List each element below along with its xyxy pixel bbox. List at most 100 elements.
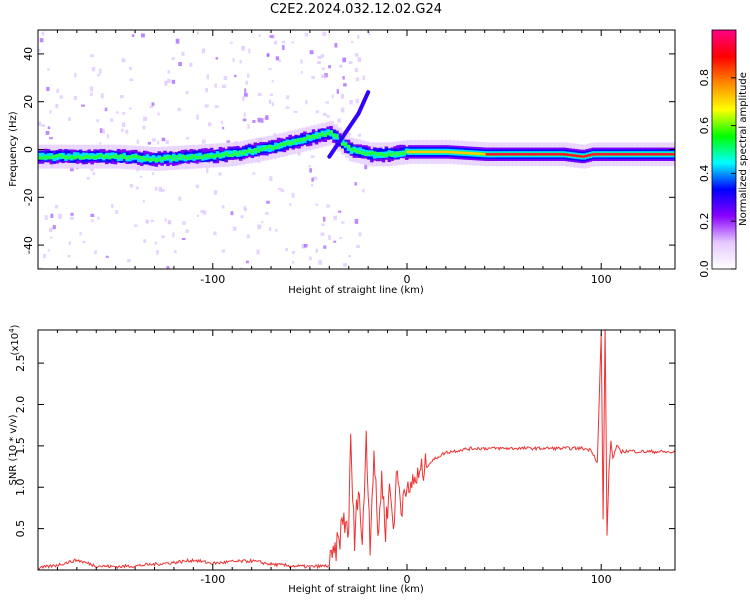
spectrogram-y-tick-label: 20 [22, 95, 35, 109]
spectrogram-ridge-cell [253, 147, 258, 152]
spectrogram-noise-speck [196, 114, 199, 120]
spectrogram-ridge-cell [145, 157, 150, 162]
spectrogram-ridge-cell [329, 130, 333, 134]
snr-y-tick-label: 1.0 [14, 478, 27, 496]
spectrogram-noise-speck [317, 56, 322, 60]
spectrogram-noise-speck [68, 241, 71, 246]
snr-series-line [38, 330, 675, 570]
spectrogram-ridge-cell [174, 155, 179, 162]
spectrogram-core-cell [648, 153, 653, 156]
spectrogram-noise-speck [38, 48, 41, 52]
spectrogram-ridge-cell [247, 149, 252, 153]
spectrogram-noise-speck [269, 176, 273, 182]
spectrogram-noise-speck [331, 94, 334, 99]
spectrogram-noise-speck [222, 126, 225, 130]
spectrogram-branch-segment [356, 90, 371, 116]
spectrogram-core-cell [642, 153, 647, 156]
spectrogram-noise-speck [129, 184, 134, 188]
spectrogram-noise-speck [206, 74, 209, 80]
spectrogram-core-cell [654, 153, 659, 156]
spectrogram-noise-speck [120, 128, 124, 132]
spectrogram-ridge-cell [265, 145, 269, 149]
spectrogram-ridge-cell [49, 156, 54, 160]
spectrogram-ridge-cell [375, 152, 380, 157]
spectrogram-core-cell [543, 153, 548, 156]
spectrogram-ridge-cell [93, 155, 97, 159]
spectrogram-noise-speck [252, 172, 256, 175]
spectrogram-noise-speck [340, 107, 345, 113]
spectrogram-ridge-cell [105, 154, 109, 159]
snr-marks [38, 330, 675, 570]
spectrogram-core-cell [506, 153, 510, 156]
spectrogram-ridge-cell [192, 154, 196, 158]
spectrogram-ridge-cell [198, 156, 202, 160]
spectrogram-noise-speck [160, 188, 165, 192]
spectrogram-noise-speck [185, 229, 189, 233]
spectrogram-core-cell [675, 153, 679, 155]
spectrogram-ridge-cell [230, 150, 234, 157]
spectrogram-core-cell [561, 153, 565, 156]
spectrogram-ridge-cell [137, 155, 141, 163]
spectrogram-noise-speck [291, 192, 295, 198]
spectrogram-ridge-cell [90, 155, 94, 160]
spectrogram-noise-speck [322, 31, 327, 37]
spectrogram-branch-segment [346, 111, 361, 130]
spectrogram-core-cell [479, 152, 484, 156]
spectrogram-noise-speck [326, 204, 330, 208]
spectrogram-noise-speck [56, 88, 60, 93]
spectrogram-ridge-cell [346, 144, 351, 149]
spectrogram-noise-speck [140, 33, 145, 38]
spectrogram-ridge-cell [323, 133, 327, 137]
spectrogram-noise-speck [156, 250, 159, 255]
spectrogram-ridge-cell [303, 137, 307, 141]
spectrogram-ridge-cell [402, 151, 406, 155]
spectrogram-noise-speck [55, 103, 59, 109]
spectrogram-noise-speck [164, 218, 167, 222]
spectrogram-noise-speck [43, 253, 46, 259]
spectrogram-core-cell [578, 155, 583, 158]
spectrogram-ridge-cell [367, 151, 371, 155]
spectrogram-ridge-cell [81, 152, 86, 159]
spectrogram-noise-speck [341, 221, 345, 224]
spectrogram-ridge-cell [81, 156, 86, 160]
spectrogram-noise-speck [248, 48, 251, 54]
spectrogram-noise-speck [39, 267, 43, 269]
spectrogram-ridge-cell [340, 138, 345, 145]
spectrogram-noise-speck [271, 102, 274, 107]
spectrogram-noise-speck [128, 107, 132, 110]
spectrogram-ridge-cell [396, 152, 400, 157]
spectrogram-ridge-cell [352, 148, 357, 152]
spectrogram-noise-speck [99, 128, 103, 133]
spectrogram-noise-speck [336, 89, 339, 94]
spectrogram-core-cell [567, 153, 571, 157]
spectrogram-noise-speck [286, 95, 290, 100]
spectrogram-ridge-cell [373, 152, 377, 159]
spectrogram-noise-speck [104, 107, 108, 112]
spectrogram-noise-speck [317, 61, 321, 65]
spectrogram-noise-speck [52, 225, 56, 230]
spectrogram-noise-speck [247, 124, 250, 129]
spectrogram-noise-speck [41, 124, 46, 127]
spectrogram-core-cell [476, 152, 481, 155]
spectrogram-noise-speck [47, 126, 51, 130]
spectrogram-noise-speck [142, 116, 147, 122]
spectrogram-ridge-cell [271, 146, 275, 150]
spectrogram-noise-speck [323, 216, 326, 222]
spectrogram-noise-speck [218, 172, 222, 176]
spectrogram-noise-speck [321, 223, 325, 226]
spectrogram-ridge-cell [131, 154, 135, 158]
spectrogram-noise-speck [342, 76, 345, 80]
spectrogram-noise-speck [241, 46, 245, 51]
spectrogram-noise-speck [90, 168, 94, 172]
spectrogram-core-cell [622, 153, 627, 156]
spectrogram-ridge-cell [84, 154, 89, 159]
spectrogram-ridge-cell [300, 138, 304, 142]
spectrogram-noise-speck [315, 248, 319, 253]
spectrogram-noise-speck [106, 134, 110, 139]
spectrogram-noise-speck [246, 234, 250, 239]
spectrogram-noise-speck [351, 40, 354, 44]
spectrogram-noise-speck [357, 133, 362, 137]
snr-plot-area [38, 330, 675, 570]
spectrogram-noise-speck [285, 106, 290, 109]
spectrogram-noise-speck [142, 125, 146, 130]
